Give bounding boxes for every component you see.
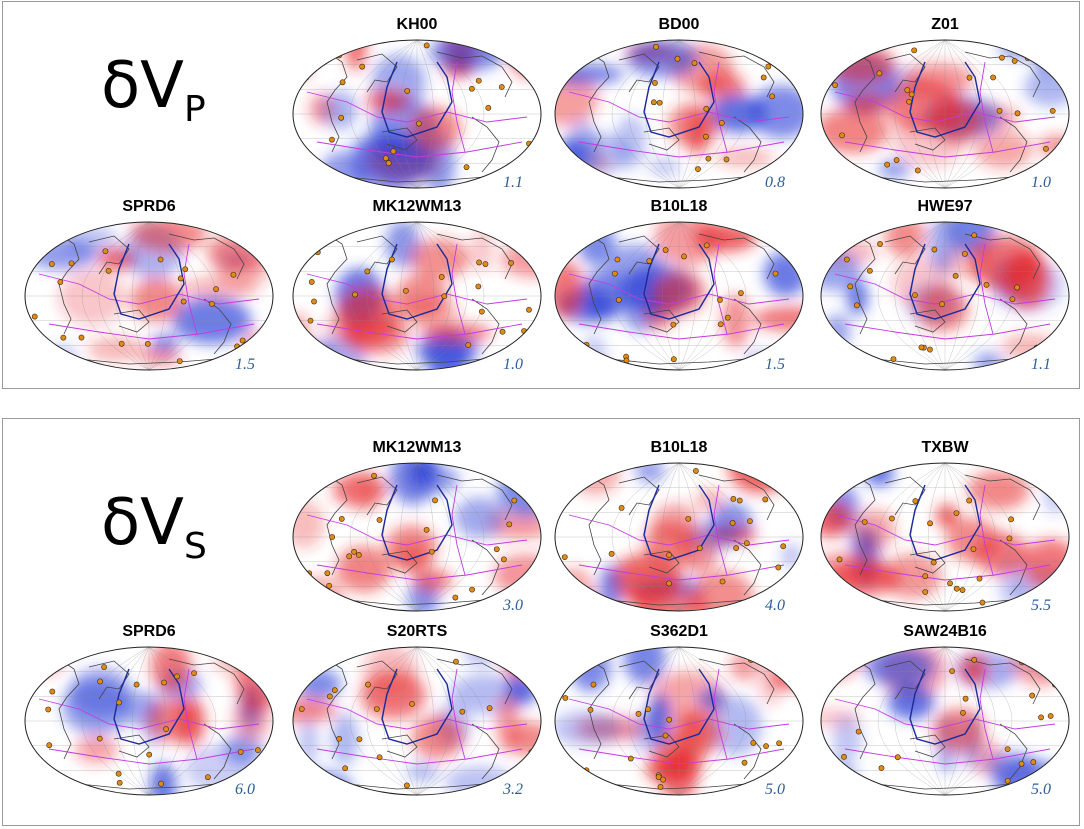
scale-value: 5.0 <box>1031 781 1051 798</box>
scale-value: 6.0 <box>235 781 255 798</box>
map-title: S20RTS <box>386 623 448 640</box>
tomography-map-image <box>24 646 274 796</box>
map-title: MK12WM13 <box>372 198 462 215</box>
map-saw24b16: SAW24B16 5.0 <box>815 623 1075 803</box>
map-title: SPRD6 <box>122 623 176 640</box>
map-txbw: TXBW 5.5 <box>815 439 1075 619</box>
s-wave-panel: δVS MK12WM13 3.0 B10L18 4.0 TXBW 5.5 SPR… <box>2 418 1080 826</box>
map-hwe97: HWE97 1.1 <box>815 198 1075 378</box>
map-s20rts: S20RTS 3.2 <box>287 623 547 803</box>
map-b10l18-s: B10L18 4.0 <box>549 439 809 619</box>
tomography-map-image <box>292 221 542 371</box>
map-title: TXBW <box>921 439 969 456</box>
scale-value: 1.0 <box>503 356 523 373</box>
map-s362d1: S362D1 5.0 <box>549 623 809 803</box>
p-wave-panel: δVP KH00 1.1 BD00 0.8 Z01 1.0 SPRD6 1.5 … <box>2 1 1080 389</box>
tomography-map-image <box>820 462 1070 612</box>
tomography-map-image <box>554 646 804 796</box>
scale-value: 5.5 <box>1031 597 1051 614</box>
map-title: KH00 <box>396 16 438 33</box>
scale-value: 0.8 <box>765 174 785 191</box>
dvs-label: δVS <box>101 486 207 567</box>
map-sprd6-p: SPRD6 1.5 <box>19 198 279 378</box>
map-mk12wm13-p: MK12WM13 1.0 <box>287 198 547 378</box>
map-kh00: KH00 1.1 <box>287 16 547 196</box>
map-bd00: BD00 0.8 <box>549 16 809 196</box>
map-title: Z01 <box>931 16 959 33</box>
tomography-map-image <box>24 221 274 371</box>
map-title: B10L18 <box>650 439 708 456</box>
scale-value: 1.5 <box>235 356 255 373</box>
tomography-map-image <box>820 646 1070 796</box>
map-title: MK12WM13 <box>372 439 462 456</box>
tomography-map-image <box>554 221 804 371</box>
tomography-map-image <box>820 221 1070 371</box>
scale-value: 1.0 <box>1031 174 1051 191</box>
tomography-map-image <box>554 462 804 612</box>
map-b10l18-p: B10L18 1.5 <box>549 198 809 378</box>
map-title: SAW24B16 <box>903 623 987 640</box>
dvp-label: δVP <box>101 49 206 130</box>
map-title: HWE97 <box>917 198 973 215</box>
scale-value: 4.0 <box>765 597 785 614</box>
scale-value: 3.2 <box>503 781 523 798</box>
scale-value: 1.1 <box>503 174 523 191</box>
map-mk12wm13-s: MK12WM13 3.0 <box>287 439 547 619</box>
map-z01: Z01 1.0 <box>815 16 1075 196</box>
scale-value: 3.0 <box>503 597 523 614</box>
tomography-map-image <box>820 39 1070 189</box>
tomography-map-image <box>292 462 542 612</box>
tomography-map-image <box>292 646 542 796</box>
map-title: SPRD6 <box>122 198 176 215</box>
map-title: S362D1 <box>650 623 708 640</box>
scale-value: 1.5 <box>765 356 785 373</box>
map-title: BD00 <box>658 16 700 33</box>
tomography-map-image <box>292 39 542 189</box>
scale-value: 5.0 <box>765 781 785 798</box>
scale-value: 1.1 <box>1031 356 1051 373</box>
map-title: B10L18 <box>650 198 708 215</box>
tomography-map-image <box>554 39 804 189</box>
map-sprd6-s: SPRD6 6.0 <box>19 623 279 803</box>
